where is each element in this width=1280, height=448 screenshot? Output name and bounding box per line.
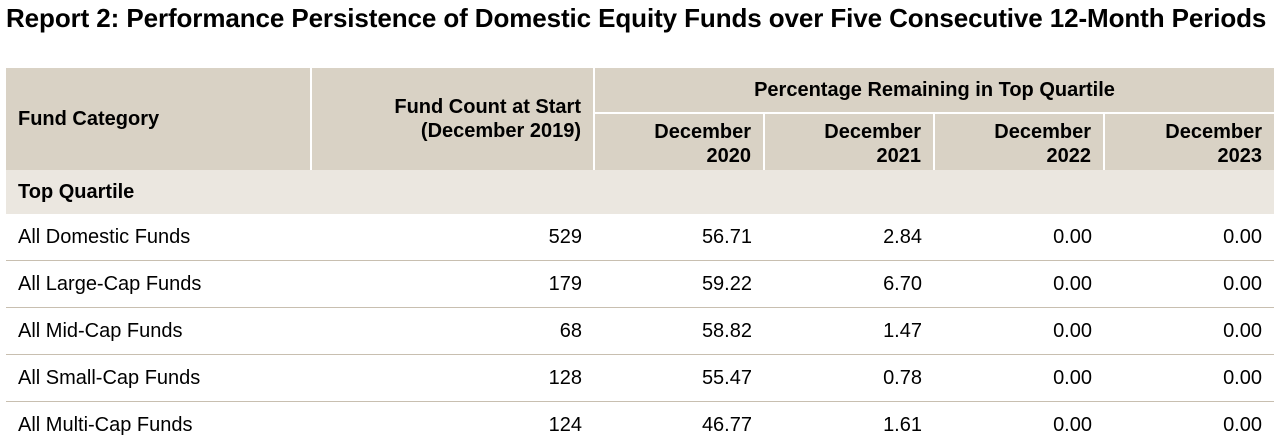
row-category: All Small-Cap Funds <box>6 355 311 402</box>
row-count: 529 <box>311 214 594 261</box>
row-value: 0.00 <box>1104 355 1274 402</box>
table-row: All Large-Cap Funds 179 59.22 6.70 0.00 … <box>6 261 1274 308</box>
row-value: 2.84 <box>764 214 934 261</box>
table-row: All Multi-Cap Funds 124 46.77 1.61 0.00 … <box>6 402 1274 448</box>
row-value: 0.78 <box>764 355 934 402</box>
row-count: 179 <box>311 261 594 308</box>
row-value: 0.00 <box>934 402 1104 448</box>
row-value: 56.71 <box>594 214 764 261</box>
row-category: All Mid-Cap Funds <box>6 308 311 355</box>
row-count: 128 <box>311 355 594 402</box>
row-value: 0.00 <box>1104 308 1274 355</box>
row-category: All Multi-Cap Funds <box>6 402 311 448</box>
row-value: 55.47 <box>594 355 764 402</box>
row-value: 6.70 <box>764 261 934 308</box>
row-value: 58.82 <box>594 308 764 355</box>
row-category: All Large-Cap Funds <box>6 261 311 308</box>
section-row: Top Quartile <box>6 170 1274 214</box>
section-label: Top Quartile <box>6 170 1274 214</box>
table-row: All Mid-Cap Funds 68 58.82 1.47 0.00 0.0… <box>6 308 1274 355</box>
row-count: 124 <box>311 402 594 448</box>
header-year: December 2021 <box>764 113 934 170</box>
row-value: 0.00 <box>934 261 1104 308</box>
persistence-table: Fund Category Fund Count at Start (Decem… <box>6 68 1274 448</box>
row-value: 0.00 <box>1104 261 1274 308</box>
row-value: 59.22 <box>594 261 764 308</box>
row-value: 0.00 <box>934 308 1104 355</box>
table-header: Fund Category Fund Count at Start (Decem… <box>6 68 1274 170</box>
header-fund-count: Fund Count at Start (December 2019) <box>311 68 594 170</box>
row-value: 1.47 <box>764 308 934 355</box>
row-count: 68 <box>311 308 594 355</box>
header-year: December 2023 <box>1104 113 1274 170</box>
row-value: 0.00 <box>934 355 1104 402</box>
report-title: Report 2: Performance Persistence of Dom… <box>6 3 1280 34</box>
row-value: 0.00 <box>934 214 1104 261</box>
table-row: All Small-Cap Funds 128 55.47 0.78 0.00 … <box>6 355 1274 402</box>
header-percentage-group: Percentage Remaining in Top Quartile <box>594 68 1274 113</box>
row-category: All Domestic Funds <box>6 214 311 261</box>
header-year: December 2020 <box>594 113 764 170</box>
header-fund-category: Fund Category <box>6 68 311 170</box>
table-row: All Domestic Funds 529 56.71 2.84 0.00 0… <box>6 214 1274 261</box>
row-value: 0.00 <box>1104 214 1274 261</box>
row-value: 46.77 <box>594 402 764 448</box>
header-year: December 2022 <box>934 113 1104 170</box>
row-value: 0.00 <box>1104 402 1274 448</box>
row-value: 1.61 <box>764 402 934 448</box>
